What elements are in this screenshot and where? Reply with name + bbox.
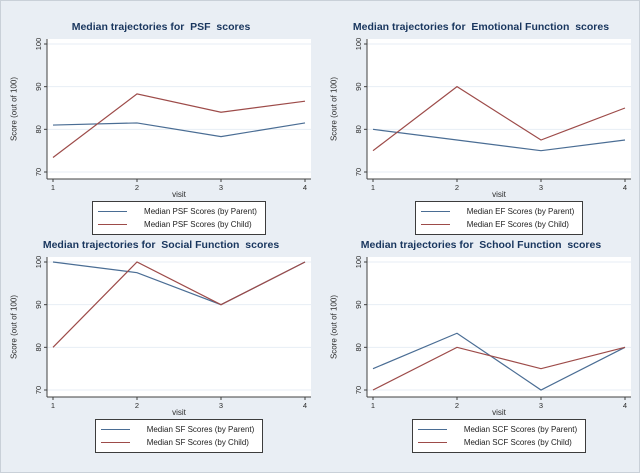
svg-text:80: 80 [354,343,363,351]
svg-text:3: 3 [539,401,543,410]
legend: Median PSF Scores (by Parent) Median PSF… [47,201,311,235]
legend-item-parent: Median PSF Scores (by Parent) [98,205,257,218]
legend-box: Median PSF Scores (by Parent) Median PSF… [92,201,266,235]
svg-text:2: 2 [135,401,139,410]
x-axis-title: visit [492,190,506,199]
ef-plot-area: 70 80 90 100 1 2 3 4 [354,38,631,192]
sf-plot-area: 70 80 90 100 1 2 3 4 [34,256,311,410]
legend: Median EF Scores (by Parent) Median EF S… [367,201,631,235]
scf-plot-area: 70 80 90 100 1 2 3 4 [354,256,631,410]
chart-panel-social-function: Median trajectories for Social Function … [1,227,321,453]
legend-line-swatch-parent [420,210,450,213]
svg-text:100: 100 [354,38,363,51]
legend-line-swatch-child [98,223,128,226]
legend-label-parent: Median PSF Scores (by Parent) [144,207,257,216]
legend-item-parent: Median SF Scores (by Parent) [100,423,255,436]
legend-item-child: Median EF Scores (by Child) [420,218,575,231]
svg-text:80: 80 [34,343,43,351]
svg-text:70: 70 [354,168,363,176]
x-axis-title: visit [172,190,186,199]
legend-line-swatch-child [420,223,450,226]
legend: Median SF Scores (by Parent) Median SF S… [47,419,311,453]
legend-box: Median EF Scores (by Parent) Median EF S… [414,201,584,235]
y-axis-title: Score (out of 100) [9,76,19,142]
svg-text:1: 1 [51,183,55,192]
svg-text:1: 1 [51,401,55,410]
legend-label-child: Median PSF Scores (by Child) [144,220,252,229]
legend-box: Median SCF Scores (by Parent) Median SCF… [411,419,587,453]
svg-text:3: 3 [219,183,223,192]
legend-label-parent: Median SCF Scores (by Parent) [463,425,578,434]
legend-item-child: Median SF Scores (by Child) [100,436,255,449]
svg-text:1: 1 [371,183,375,192]
legend-item-child: Median PSF Scores (by Child) [98,218,257,231]
y-axis-title: Score (out of 100) [329,294,339,360]
svg-text:100: 100 [354,256,363,269]
svg-text:80: 80 [34,125,43,133]
legend-item-parent: Median EF Scores (by Parent) [420,205,575,218]
chart-title-emotional-function: Median trajectories for Emotional Functi… [352,21,610,33]
y-axis-title: Score (out of 100) [9,294,19,360]
legend-line-swatch-parent [417,428,447,431]
legend-label-child: Median SF Scores (by Child) [146,438,249,447]
chart-panel-emotional-function: Median trajectories for Emotional Functi… [321,9,639,235]
psf-plot-area: 70 80 90 100 1 2 3 4 [34,38,311,192]
svg-text:2: 2 [135,183,139,192]
legend-item-child: Median SCF Scores (by Child) [417,436,577,449]
svg-text:3: 3 [539,183,543,192]
svg-text:4: 4 [623,401,627,410]
chart-panel-psf: Median trajectories for PSF scores Score… [1,9,321,235]
y-axis-title: Score (out of 100) [329,76,339,142]
svg-text:4: 4 [623,183,627,192]
chart-panel-school-function: Median trajectories for School Function … [321,227,639,453]
svg-text:90: 90 [34,82,43,90]
legend-line-swatch-parent [98,210,128,213]
legend-label-child: Median SCF Scores (by Child) [463,438,572,447]
legend-label-parent: Median SF Scores (by Parent) [146,425,255,434]
svg-text:90: 90 [354,300,363,308]
x-axis-title: visit [172,408,186,417]
chart-title-psf: Median trajectories for PSF scores [71,21,251,33]
chart-title-social-function: Median trajectories for Social Function … [42,239,280,251]
legend-line-swatch-child [417,441,447,444]
svg-text:2: 2 [455,183,459,192]
svg-text:70: 70 [34,386,43,394]
legend-label-parent: Median EF Scores (by Parent) [466,207,575,216]
svg-text:70: 70 [354,386,363,394]
svg-text:70: 70 [34,168,43,176]
legend-box: Median SF Scores (by Parent) Median SF S… [94,419,264,453]
legend-line-swatch-child [100,441,130,444]
svg-text:90: 90 [34,300,43,308]
x-axis-title: visit [492,408,506,417]
svg-text:4: 4 [303,183,307,192]
chart-title-school-function: Median trajectories for School Function … [360,239,602,251]
svg-text:80: 80 [354,125,363,133]
legend-label-child: Median EF Scores (by Child) [466,220,569,229]
svg-text:4: 4 [303,401,307,410]
legend-item-parent: Median SCF Scores (by Parent) [417,423,578,436]
svg-text:100: 100 [34,256,43,269]
legend-line-swatch-parent [100,428,130,431]
svg-text:100: 100 [34,38,43,51]
svg-text:2: 2 [455,401,459,410]
svg-text:90: 90 [354,82,363,90]
svg-text:3: 3 [219,401,223,410]
legend: Median SCF Scores (by Parent) Median SCF… [367,419,631,453]
svg-text:1: 1 [371,401,375,410]
